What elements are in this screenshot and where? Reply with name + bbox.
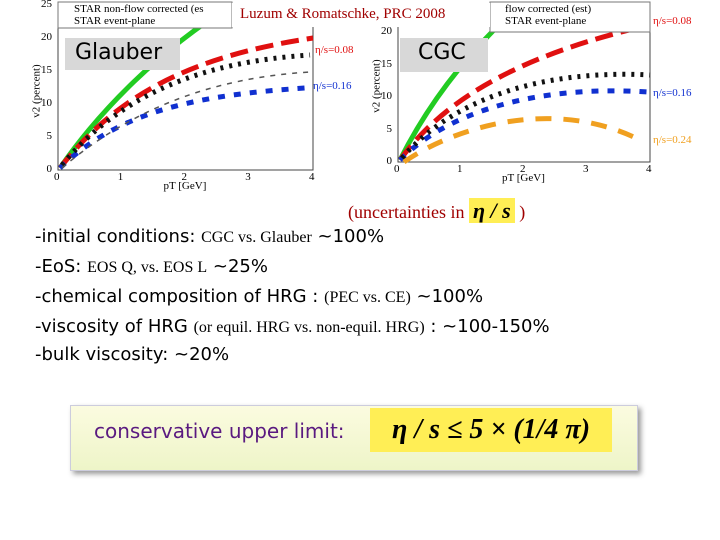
y-tick-label: 20 (381, 25, 392, 37)
text: (uncertainties in (348, 202, 465, 222)
detail: EOS Q, vs. EOS L (87, 259, 208, 276)
value: ~20% (174, 344, 230, 365)
detail: (PEC vs. CE) (324, 289, 411, 306)
value: ~25% (212, 256, 268, 277)
data-points (61, 71, 311, 169)
label: -initial conditions: (35, 226, 196, 247)
uncertainties: (uncertainties in η / s ) (348, 198, 525, 224)
data-points (400, 71, 651, 160)
legend (489, 1, 651, 33)
curve (398, 88, 649, 162)
value: ~100% (416, 286, 484, 307)
x-tick-label: 3 (245, 171, 251, 183)
curve-label: η/s=0.16 (313, 80, 352, 92)
curve (402, 116, 642, 165)
plot-label: CGC (418, 40, 466, 65)
conclusion-text: conservative upper limit: (94, 419, 345, 443)
curve (58, 85, 306, 170)
plot-frame (57, 4, 314, 171)
x-tick-label: 4 (309, 171, 315, 183)
symbol: η / s (468, 198, 515, 223)
y-tick-label: 20 (41, 31, 52, 43)
x-tick-label: 3 (583, 163, 589, 175)
x-tick-label: 0 (394, 163, 400, 175)
curve (58, 35, 314, 170)
plots (57, 1, 651, 171)
item: -EoS: EOS Q, vs. EOS L ~25% (35, 256, 268, 277)
legend-entry: STAR event-plane (74, 15, 156, 27)
curve (397, 22, 651, 162)
y-tick-label: 10 (41, 97, 52, 109)
legend-entry: STAR event-plane (505, 15, 587, 27)
x-tick-label: 2 (181, 171, 188, 183)
detail: (or equil. HRG vs. non-equil. HRG) (193, 319, 425, 336)
legend (57, 1, 233, 29)
x-tick-label: 4 (646, 163, 652, 175)
y-tick-label: 25 (41, 0, 52, 10)
plot-label: Glauber (75, 40, 163, 65)
y-axis-label: v2 (percent) (370, 59, 383, 113)
x-tick-label: 1 (457, 163, 463, 175)
formula-text: η / s ≤ 5 × (1/4 π) (391, 414, 591, 445)
item: -viscosity of HRG (or equil. HRG vs. non… (35, 316, 633, 339)
formula: η / s ≤ 5 × (1/4 π) (370, 408, 612, 452)
text: ) (519, 202, 526, 222)
y-tick-label: 5 (46, 130, 53, 142)
y-tick-label: 0 (386, 155, 393, 167)
detail: CGC vs. Glauber (201, 229, 312, 246)
curve-label: η/s=0.08 (653, 15, 692, 27)
x-axis-label: pT [GeV] (163, 180, 207, 192)
y-tick-label: 0 (46, 163, 53, 175)
citation-box (232, 3, 490, 27)
y-tick-label: 15 (41, 64, 52, 76)
legend-entry: STAR non-flow corrected (es (74, 3, 204, 15)
y-axis-label: v2 (percent) (30, 64, 43, 118)
item: -initial conditions: CGC vs. Glauber ~10… (35, 226, 384, 247)
item: -bulk viscosity: ~20% (35, 344, 229, 365)
x-tick-label: 1 (117, 171, 124, 183)
x-axis-label: pT [GeV] (502, 172, 545, 184)
value: : ~100-150% (430, 316, 550, 337)
label-box (400, 38, 488, 72)
label: -bulk viscosity: (35, 344, 169, 365)
y-tick-label: 15 (381, 57, 392, 70)
item: -chemical composition of HRG : (PEC vs. … (35, 286, 483, 307)
curve-label: η/s=0.08 (315, 44, 354, 56)
y-tick-label: 10 (381, 90, 392, 102)
citation: Luzum & Romatschke, PRC 2008 (240, 6, 446, 22)
y-tick-label: 5 (386, 122, 393, 135)
label: -viscosity of HRG (35, 316, 188, 337)
x-tick-label: 2 (520, 163, 526, 175)
label: -chemical composition of HRG : (35, 286, 319, 307)
value: ~100% (317, 226, 385, 247)
label-box (65, 38, 180, 70)
curve-label: η/s=0.16 (653, 87, 692, 99)
x-tick-label: 0 (54, 171, 60, 183)
label: -EoS: (35, 256, 82, 277)
legend-entry: flow corrected (est) (505, 3, 592, 15)
curve-label: η/s=0.24 (653, 134, 692, 146)
